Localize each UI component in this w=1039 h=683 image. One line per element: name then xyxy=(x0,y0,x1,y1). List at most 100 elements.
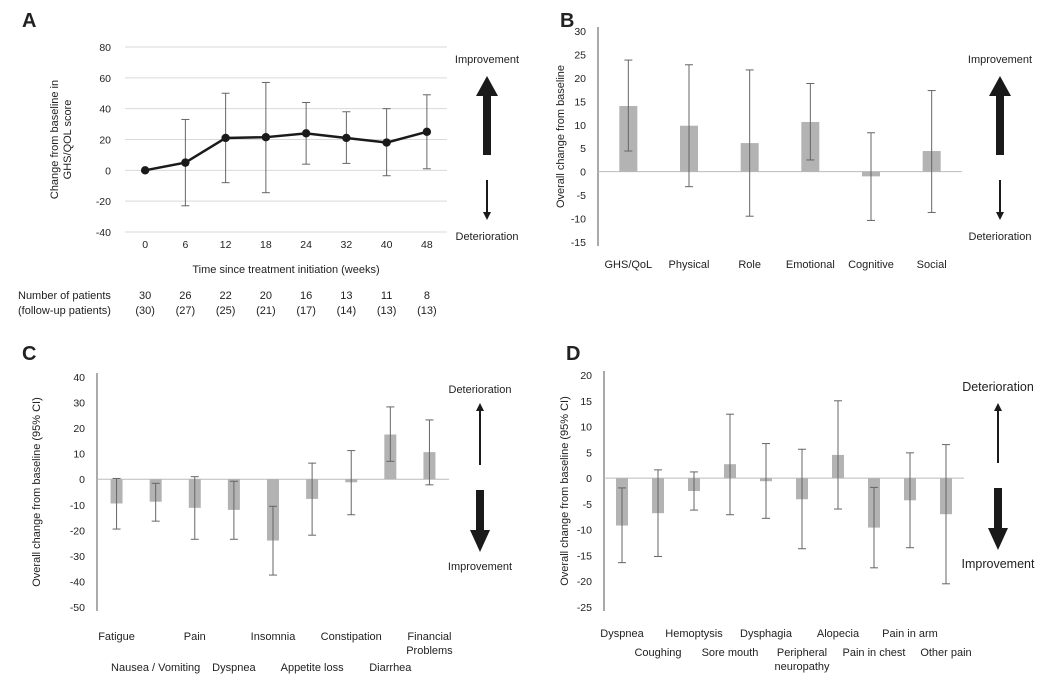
panel-label-a: A xyxy=(22,10,36,32)
y-tick-label: 0 xyxy=(586,473,592,485)
data-point xyxy=(140,166,150,175)
x-tick-label: 12 xyxy=(220,239,232,251)
panel-b: B 30 25 20 15 10 5 0 -5 -10 -15 Overall change from… xyxy=(555,10,1032,271)
category-label: Cognitive xyxy=(848,259,894,271)
x-tick-label: 18 xyxy=(260,239,272,251)
patients-count: 22 xyxy=(220,290,232,302)
lower-arrow xyxy=(988,488,1008,550)
followup-count: (30) xyxy=(135,305,155,317)
category-label: Financial Problems xyxy=(406,631,453,657)
followup-count: (17) xyxy=(296,305,316,317)
annotation-bottom: Deterioration xyxy=(969,231,1032,243)
y-tick-label: 30 xyxy=(73,398,85,410)
y-tick-label: 20 xyxy=(574,73,586,85)
y-tick-label: -10 xyxy=(70,500,85,512)
upper-arrow xyxy=(476,403,484,465)
followup-count: (25) xyxy=(216,305,236,317)
annotation-top: Deterioration xyxy=(962,380,1034,394)
y-tick-label: 25 xyxy=(574,49,586,61)
category-label: Sore mouth xyxy=(702,647,759,659)
category-label-line: Insomnia xyxy=(251,631,297,643)
category-label: Role xyxy=(738,259,761,271)
lower-arrow xyxy=(470,490,490,552)
patients-count: 8 xyxy=(424,290,430,302)
y-tick-label: -40 xyxy=(70,576,85,588)
y-tick-label: -25 xyxy=(577,602,592,614)
y-tick-label: -40 xyxy=(96,227,111,239)
y-tick-label: -50 xyxy=(70,602,85,614)
category-label-line: Dyspnea xyxy=(212,662,256,674)
panel-label-c: C xyxy=(22,343,36,365)
category-label-line: Pain in chest xyxy=(843,647,906,659)
y-tick-label: 0 xyxy=(580,167,586,179)
annotation-bottom: Improvement xyxy=(448,561,512,573)
followup-count: (13) xyxy=(377,305,397,317)
category-label-line: Problems xyxy=(406,645,453,657)
category-label: Pain xyxy=(184,631,206,643)
category-label: Pain in arm xyxy=(882,628,938,640)
category-label: Dysphagia xyxy=(740,628,793,640)
y-tick-label: 40 xyxy=(99,104,111,116)
y-tick-label: -5 xyxy=(577,190,586,202)
category-label: Dyspnea xyxy=(212,662,256,674)
x-tick-label: 6 xyxy=(182,239,188,251)
panel-label-d: D xyxy=(566,343,580,365)
followup-count: (13) xyxy=(417,305,437,317)
y-axis-label: Overall change from baseline (95% CI) xyxy=(559,396,571,586)
data-point xyxy=(342,133,351,143)
y-tick-label: 5 xyxy=(580,143,586,155)
category-label-line: Emotional xyxy=(786,259,835,271)
y-tick-label: -15 xyxy=(571,237,586,249)
y-tick-label: 20 xyxy=(73,423,85,435)
followup-count: (14) xyxy=(337,305,357,317)
category-label-line: Dysphagia xyxy=(740,628,793,640)
category-label-line: Cognitive xyxy=(848,259,894,271)
annotation-top: Deterioration xyxy=(449,384,512,396)
category-label-line: Nausea / Vomiting xyxy=(111,662,200,674)
category-label-line: Appetite loss xyxy=(281,662,344,674)
x-tick-label: 0 xyxy=(142,239,148,251)
y-tick-label: -10 xyxy=(577,525,592,537)
category-label: Physical xyxy=(669,259,710,271)
y-tick-label: -10 xyxy=(571,214,586,226)
patients-count: 16 xyxy=(300,290,312,302)
y-tick-label: -20 xyxy=(577,576,592,588)
patients-count: 26 xyxy=(179,290,191,302)
annotation-top: Improvement xyxy=(455,54,519,66)
data-point xyxy=(221,133,230,143)
category-label: Emotional xyxy=(786,259,835,271)
table-label-followup: (follow-up patients) xyxy=(18,305,111,317)
y-tick-label: -5 xyxy=(583,499,592,511)
category-label-line: Pain in arm xyxy=(882,628,938,640)
patients-count: 13 xyxy=(340,290,352,302)
category-label-line: Alopecia xyxy=(817,628,860,640)
category-label: Nausea / Vomiting xyxy=(111,662,200,674)
category-label: Pain in chest xyxy=(843,647,906,659)
followup-count: (21) xyxy=(256,305,276,317)
category-label: Other pain xyxy=(920,647,971,659)
y-tick-label: 30 xyxy=(574,26,586,38)
category-label-line: Pain xyxy=(184,631,206,643)
x-tick-label: 32 xyxy=(341,239,353,251)
y-tick-label: -15 xyxy=(577,550,592,562)
x-tick-label: 24 xyxy=(300,239,312,251)
y-axis-label: Overall change from baseline xyxy=(555,65,567,208)
patients-count: 20 xyxy=(260,290,272,302)
annotation-bottom: Improvement xyxy=(962,557,1035,571)
category-label: Appetite loss xyxy=(281,662,344,674)
category-label-line: Fatigue xyxy=(98,631,135,643)
category-label-line: Peripheral xyxy=(777,647,827,659)
panel-d: D20 15 10 5 0 -5 -10 -15 -20 -25 Overall change fr… xyxy=(559,343,1035,673)
patients-count: 30 xyxy=(139,290,151,302)
category-label: Social xyxy=(917,259,947,271)
x-tick-label: 48 xyxy=(421,239,433,251)
category-label: Dyspnea xyxy=(600,628,644,640)
panel-label-b: B xyxy=(560,10,574,32)
y-tick-label: 60 xyxy=(99,73,111,85)
y-tick-label: -20 xyxy=(70,525,85,537)
y-axis-label-line: GHS/QOL score xyxy=(62,100,74,180)
y-tick-label: 80 xyxy=(99,42,111,54)
category-label: Coughing xyxy=(634,647,681,659)
